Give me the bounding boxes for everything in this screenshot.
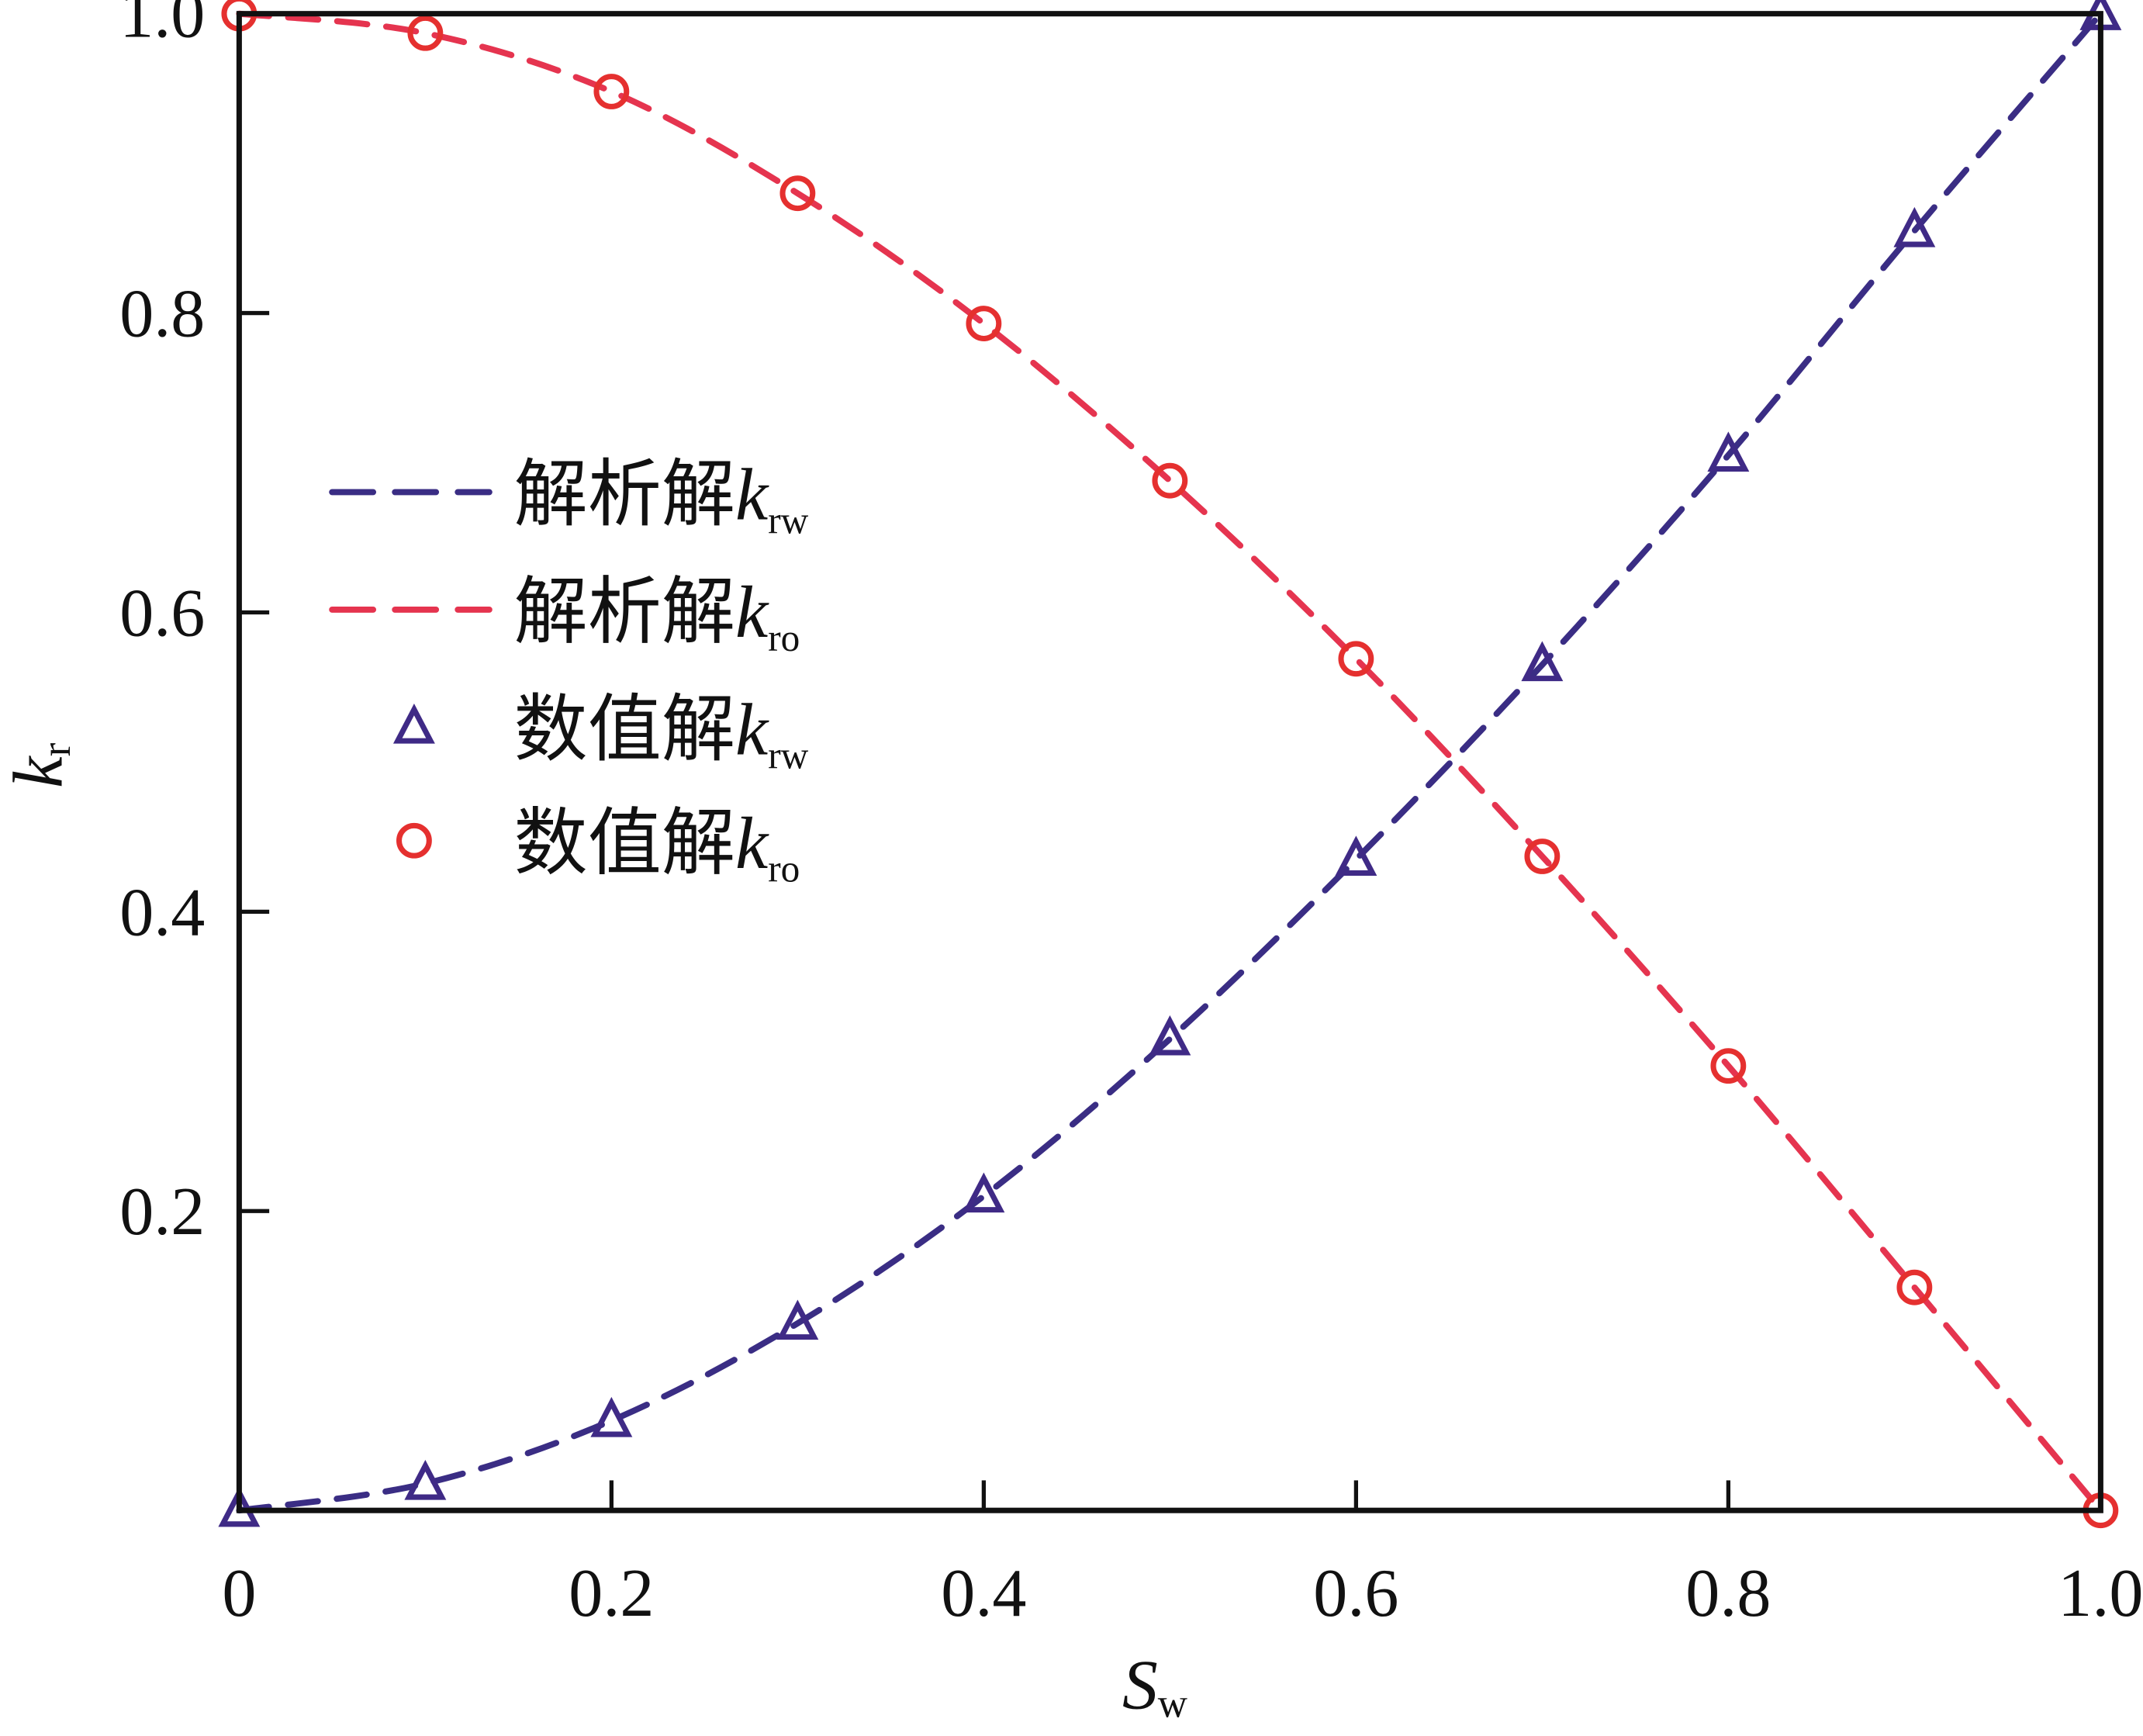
y-tick-label: 1.0 — [119, 0, 205, 53]
legend-label: 数值解krw — [514, 687, 809, 777]
plot-frame — [236, 11, 2103, 1513]
x-tick-label: 0.8 — [1685, 1555, 1771, 1631]
data-point-circle — [1338, 641, 1374, 677]
data-point-triangle — [590, 1396, 633, 1437]
x-tick-labels: 0 0.2 0.4 0.6 0.8 1.0 — [222, 1555, 2143, 1631]
y-tick-labels: 0.2 0.4 0.6 0.8 1.0 — [119, 0, 205, 1250]
legend-label-sub: ro — [768, 848, 800, 890]
x-tick-label: 0.2 — [569, 1555, 654, 1631]
y-tick-label: 0.8 — [119, 276, 205, 352]
data-point-triangle — [1521, 641, 1564, 682]
legend-triangle-icon — [392, 703, 435, 744]
legend-circle-icon — [396, 822, 432, 859]
x-tick-label: 0.4 — [941, 1555, 1026, 1631]
data-point-triangle — [1893, 206, 1936, 247]
y-tick-label: 0.6 — [119, 575, 205, 651]
data-point-triangle — [404, 1459, 447, 1500]
data-point-triangle — [1149, 1015, 1191, 1056]
legend-label: 数值解kro — [514, 801, 800, 890]
legend-label-text: 数值解 — [514, 687, 735, 773]
legend-label-sub: rw — [768, 499, 808, 541]
data-point-circle — [1896, 1269, 1933, 1305]
legend-label-k: k — [735, 571, 769, 653]
data-point-circle — [1152, 462, 1188, 499]
data-point-circle — [779, 175, 816, 212]
x-tick-label: 0 — [222, 1555, 256, 1631]
data-point-circle — [1710, 1048, 1747, 1084]
x-tick-label: 0.6 — [1313, 1555, 1398, 1631]
axis-ticks — [239, 310, 1731, 1511]
legend-label: 解析解kro — [514, 569, 800, 659]
data-point-triangle — [1335, 835, 1377, 876]
data-point-triangle — [1707, 431, 1750, 472]
plot-curves — [218, 0, 2122, 1529]
legend-label-sub: rw — [768, 734, 808, 776]
legend-label-k: k — [735, 802, 769, 884]
data-point-triangle — [963, 1172, 1005, 1213]
legend-label-k: k — [735, 454, 769, 536]
data-point-circle — [407, 15, 444, 51]
data-point-triangle — [776, 1299, 819, 1340]
legend-label-k: k — [735, 689, 769, 771]
legend-label: 解析解krw — [514, 452, 809, 542]
data-point-circle — [1524, 839, 1561, 874]
data-point-circle — [593, 74, 630, 109]
legend-label-text: 数值解 — [514, 801, 735, 886]
y-axis-label: kr — [0, 742, 79, 788]
y-tick-label: 0.2 — [119, 1174, 205, 1250]
legend-label-text: 解析解 — [514, 569, 735, 655]
legend-label-sub: ro — [768, 617, 800, 659]
legend-label-text: 解析解 — [514, 452, 735, 538]
data-point-circle — [966, 306, 1002, 341]
x-axis-label: Sw — [1122, 1645, 1187, 1727]
y-tick-label: 0.4 — [119, 874, 205, 950]
x-tick-label: 1.0 — [2058, 1555, 2143, 1631]
